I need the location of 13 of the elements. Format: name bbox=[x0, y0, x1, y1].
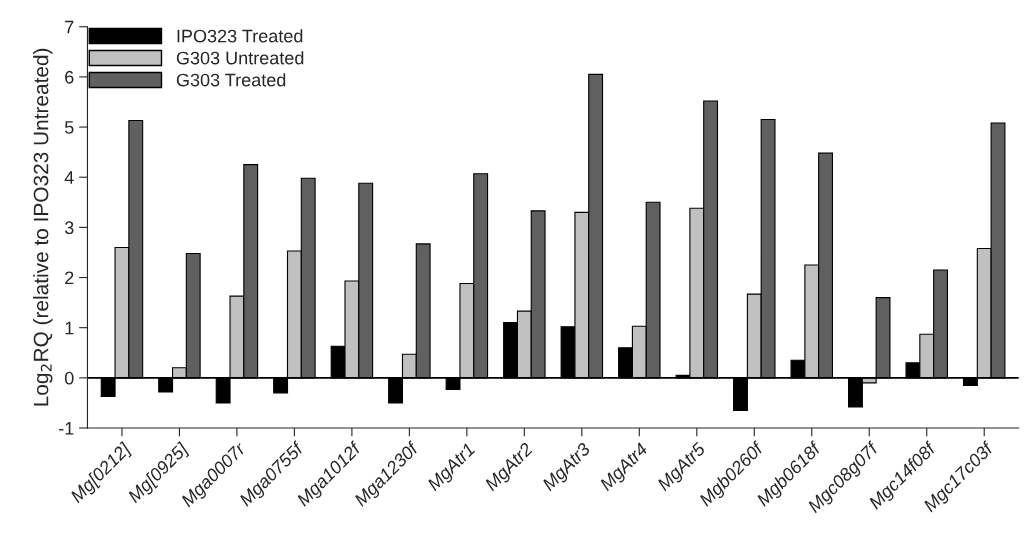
y-tick-label: 3 bbox=[64, 221, 74, 235]
y-tick-label: 7 bbox=[65, 20, 74, 34]
y-axis-title: Log$_{2}$RQ (relative to IPO323 Untreated) bbox=[33, 48, 53, 406]
y-tick-label: 1 bbox=[65, 321, 74, 335]
y-tick-label: 4 bbox=[64, 171, 74, 184]
legend-label: G303 Untreated bbox=[176, 51, 304, 65]
y-tick-label: -1 bbox=[59, 422, 74, 435]
y-tick-label: 0 bbox=[64, 371, 74, 385]
legend-label: IPO323 Treated bbox=[177, 29, 303, 43]
y-tick-label: 2 bbox=[65, 271, 74, 285]
y-tick-label: 5 bbox=[64, 121, 74, 134]
legend-label: G303 Treated bbox=[176, 73, 286, 87]
y-tick-label: 6 bbox=[65, 70, 74, 84]
